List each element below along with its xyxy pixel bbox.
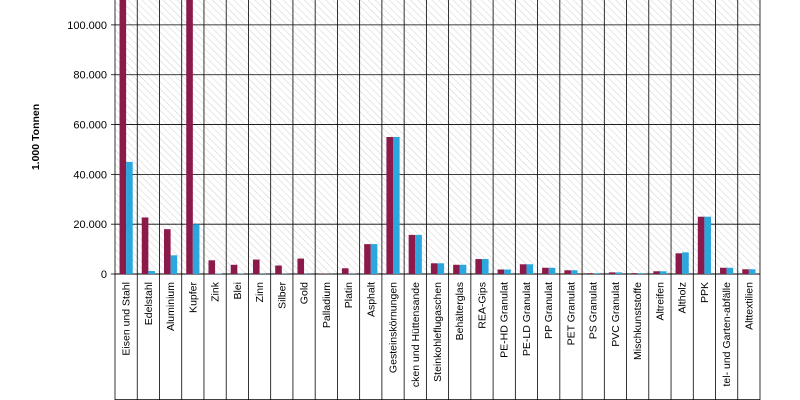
bar xyxy=(252,259,260,274)
bar xyxy=(631,273,638,274)
x-tick-label: Platin xyxy=(343,282,355,308)
bar xyxy=(341,268,349,274)
y-axis-label: 1.000 Tonnen xyxy=(30,104,42,170)
x-tick-label: Gesteinskörnungen xyxy=(388,282,400,373)
bar xyxy=(415,234,422,274)
x-tick-label: Blei xyxy=(232,282,244,300)
bar xyxy=(720,267,727,274)
bar xyxy=(519,264,527,274)
x-tick-label: Zink xyxy=(210,281,222,302)
bar xyxy=(453,264,460,274)
x-tick-label: Kupfer xyxy=(187,281,199,312)
bar xyxy=(192,224,200,274)
bar xyxy=(481,259,489,274)
bar xyxy=(297,258,305,274)
x-tick-label: PE-HD Granulat xyxy=(499,282,511,358)
bar xyxy=(675,253,683,274)
bar xyxy=(608,272,616,274)
x-tick-label: PVC Granulat xyxy=(610,282,622,347)
x-tick-label: PE-LD Granulat xyxy=(521,282,533,356)
x-tick-label: PP Granulat xyxy=(543,282,555,339)
y-tick-label: 80.000 xyxy=(73,70,107,82)
y-tick-label: 40.000 xyxy=(73,169,107,181)
bar xyxy=(637,273,645,274)
x-axis: Eisen und Stahl Edelstahl Aluminium Kupfer Z… xyxy=(121,281,756,387)
bar xyxy=(586,273,594,274)
x-tick-label: Eisen und Stahl xyxy=(121,282,133,356)
x-tick-label: Alttextilien xyxy=(743,282,755,330)
gridlines xyxy=(114,0,761,275)
x-tick-label: cken und Hüttensande xyxy=(410,282,422,387)
bar xyxy=(697,216,705,274)
x-tick-label: REA-Gips xyxy=(476,282,488,329)
bar xyxy=(430,263,438,274)
x-tick-label: PPK xyxy=(699,282,711,303)
plot-background xyxy=(115,0,760,274)
bar xyxy=(475,259,482,274)
x-tick-label: PS Granulat xyxy=(588,282,600,339)
bar xyxy=(615,272,623,274)
bar xyxy=(564,270,571,274)
bar xyxy=(170,255,178,274)
x-tick-label: PET Granulat xyxy=(565,282,577,346)
y-tick-label: 0 xyxy=(101,269,107,281)
bar xyxy=(748,269,756,274)
bar xyxy=(653,271,660,274)
bars xyxy=(119,0,756,274)
x-tick-label: Asphalt xyxy=(365,282,377,317)
bar xyxy=(526,264,534,274)
bar xyxy=(504,269,511,274)
bar xyxy=(208,260,216,274)
bar xyxy=(275,265,282,274)
bar xyxy=(186,0,193,274)
x-tick-label: Steinkohleflugaschen xyxy=(432,282,444,382)
bar xyxy=(682,252,689,274)
bar xyxy=(548,267,556,274)
bar xyxy=(370,244,378,274)
bar xyxy=(437,263,445,274)
x-tick-label: Edelstahl xyxy=(143,282,155,325)
bar xyxy=(141,217,149,274)
bar xyxy=(742,269,749,274)
bar xyxy=(570,270,578,274)
bar xyxy=(497,269,505,274)
bar xyxy=(364,244,371,274)
bar xyxy=(408,234,416,274)
bar xyxy=(593,273,600,274)
bar xyxy=(126,161,133,274)
bar xyxy=(393,137,400,274)
x-tick-label: Mischkunststoffe xyxy=(632,282,644,360)
bar xyxy=(164,229,171,274)
y-tick-label: 60.000 xyxy=(73,120,107,132)
bar xyxy=(726,267,734,274)
x-tick-label: tel- und Garten-abfälle xyxy=(721,282,733,387)
x-tick-label: Palladium xyxy=(321,282,333,328)
y-axis: 0 20.000 40.000 60.000 80.000 100.000 xyxy=(67,20,115,281)
x-tick-label: Altreifen xyxy=(654,282,666,321)
bar xyxy=(386,137,394,274)
x-tick-label: Zinn xyxy=(254,282,266,303)
x-tick-label: Silber xyxy=(276,282,288,309)
bar xyxy=(148,271,155,274)
x-tick-label: Altholz xyxy=(677,282,689,314)
x-tick-label: Gold xyxy=(299,282,311,304)
bar xyxy=(459,264,467,274)
y-tick-label: 100.000 xyxy=(67,20,107,32)
y-tick-label: 20.000 xyxy=(73,219,107,231)
bar xyxy=(659,271,667,274)
bar xyxy=(230,264,238,274)
x-tick-label: Aluminium xyxy=(165,282,177,331)
x-tick-label: Behälterglas xyxy=(454,282,466,340)
bar xyxy=(119,0,127,274)
bar xyxy=(704,216,711,274)
bar xyxy=(542,267,549,274)
